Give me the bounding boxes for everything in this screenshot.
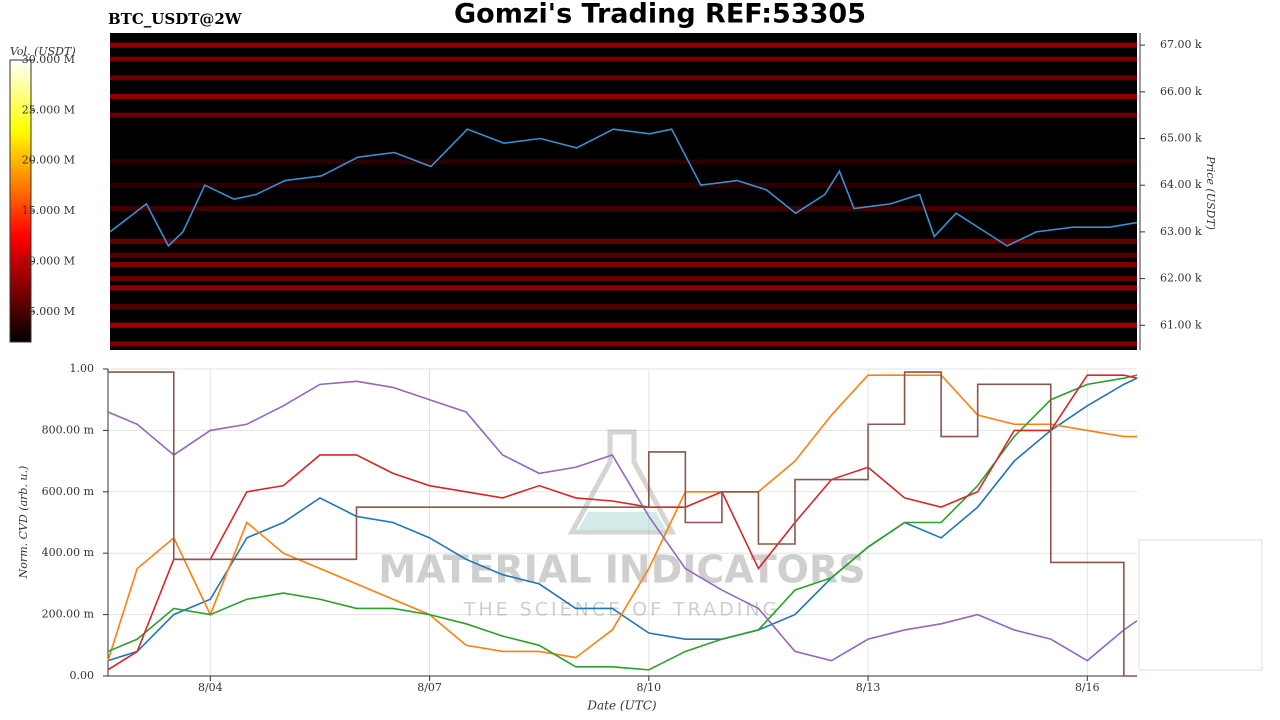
heatmap-band — [110, 322, 1137, 328]
colorbar-label: Vol. (USDT) — [10, 45, 76, 58]
colorbar — [9, 59, 32, 343]
chart-title: Gomzi's Trading REF:53305 — [454, 0, 866, 30]
y-tick-label: 800.00 m — [42, 423, 95, 436]
heatmap-band — [110, 159, 1137, 165]
y-tick-label: 600.00 m — [42, 485, 95, 498]
x-tick-label: 8/07 — [417, 681, 442, 694]
watermark-logo — [567, 429, 677, 535]
chart-subtitle: BTC_USDT@2W — [108, 10, 243, 28]
series-line — [107, 374, 1137, 661]
y-tick-label: 200.00 m — [42, 608, 95, 621]
y-tick-label: 62.00 k — [1160, 272, 1202, 285]
heatmap-background — [110, 33, 1137, 350]
heatmap-band — [110, 112, 1137, 118]
heatmap-band — [110, 182, 1137, 188]
x-tick-label: 8/13 — [856, 681, 881, 694]
y-tick-label: 65.00 k — [1160, 132, 1202, 145]
y-tick-label: 64.00 k — [1160, 178, 1202, 191]
price-line — [109, 128, 1138, 248]
heatmap-band — [110, 206, 1137, 212]
heatmap-band — [110, 304, 1137, 310]
colorbar-tick-label: 5.000 M — [29, 305, 75, 318]
y-tick-label: 0.00 — [70, 669, 95, 682]
heatmap-band — [110, 341, 1137, 347]
x-tick-label: 8/04 — [198, 681, 223, 694]
series-line — [107, 374, 1138, 671]
series-line — [107, 374, 1138, 671]
heatmap-band — [110, 75, 1137, 81]
series-line — [107, 380, 1138, 662]
colorbar-tick-label: 15.000 M — [22, 204, 75, 217]
y-tick-label: 61.00 k — [1160, 318, 1202, 331]
watermark-text: THE SCIENCE OF TRADING — [463, 599, 781, 621]
y-tick-label: 400.00 m — [42, 546, 95, 559]
watermark-logo — [578, 512, 666, 530]
y-tick-label: 66.00 k — [1160, 85, 1202, 98]
heatmap-band — [110, 285, 1137, 291]
colorbar-tick-label: 25.000 M — [22, 103, 75, 116]
y-axis-label: Norm. CVD (arb. u.) — [17, 466, 30, 580]
heatmap-band — [110, 238, 1137, 244]
colorbar-tick-label: 10.000 M — [22, 254, 75, 267]
legend-box — [1138, 539, 1263, 671]
y-tick-label: 67.00 k — [1160, 38, 1202, 51]
plots: 61.00 k 62.00 k 63.00 k 64.00 k 65.00 k 66.00… — [22, 33, 1258, 694]
heatmap-band — [110, 276, 1137, 282]
x-axis-label: Date (UTC) — [586, 699, 656, 713]
heatmap-band — [110, 42, 1137, 48]
series-line — [107, 377, 1138, 662]
heatmap-band — [110, 262, 1137, 268]
x-tick-label: 8/16 — [1075, 681, 1100, 694]
y-tick-label: 1.00 — [70, 362, 95, 375]
heatmap-band — [110, 56, 1137, 62]
y-tick-label: 63.00 k — [1160, 225, 1202, 238]
series-line — [108, 371, 1137, 677]
heatmap-band — [110, 93, 1137, 99]
colorbar-tick-label: 30.000 M — [22, 53, 75, 66]
colorbar-tick-label: 20.000 M — [22, 154, 75, 167]
heatmap-band — [110, 252, 1137, 258]
y-axis-label: Price (USDT) — [1204, 155, 1217, 230]
x-tick-label: 8/10 — [636, 681, 661, 694]
watermark-text: MATERIAL INDICATORS — [378, 548, 865, 592]
